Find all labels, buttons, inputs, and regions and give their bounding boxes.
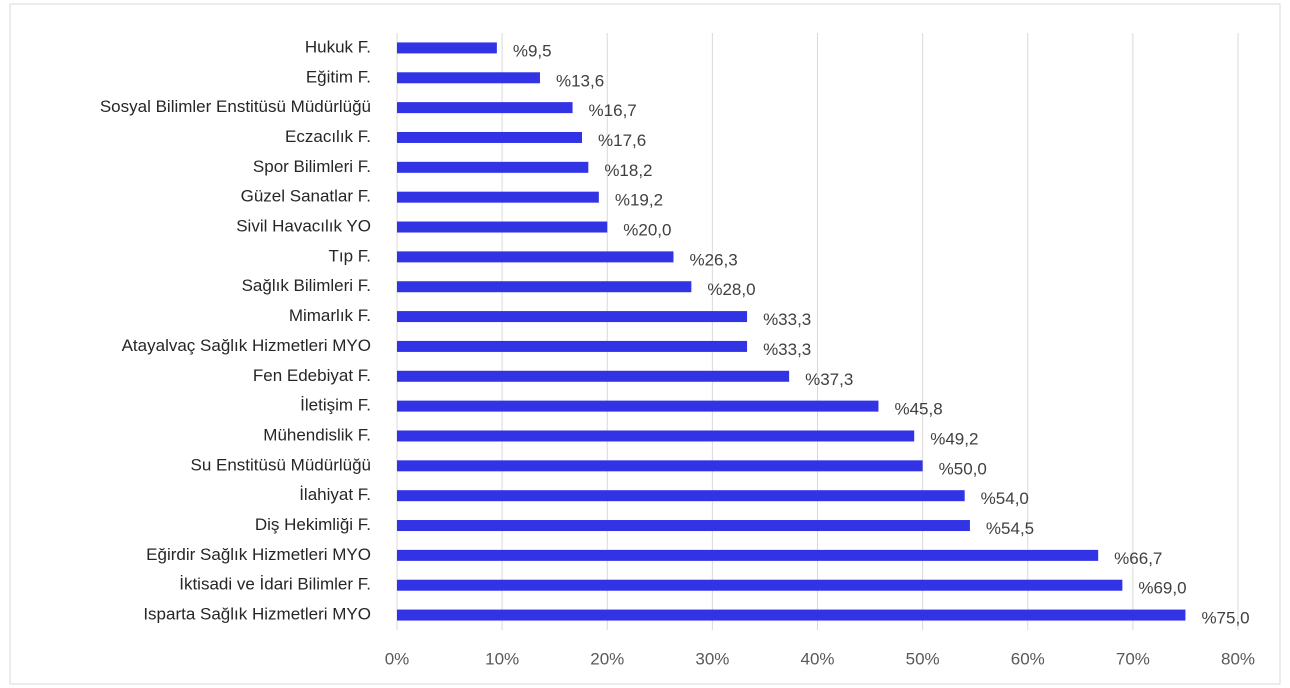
bar — [397, 549, 1099, 561]
data-label: %16,7 — [589, 101, 637, 120]
data-label: %54,0 — [981, 489, 1029, 508]
x-tick-label: 80% — [1221, 649, 1255, 668]
y-tick-label: Sivil Havacılık YO — [236, 217, 371, 236]
y-tick-label: İktisadi ve İdari Bilimler F. — [179, 575, 371, 594]
data-label: %26,3 — [689, 250, 737, 269]
data-label: %28,0 — [707, 280, 755, 299]
y-tick-label: Eğirdir Sağlık Hizmetleri MYO — [146, 545, 371, 564]
x-tick-label: 20% — [590, 649, 624, 668]
x-tick-label: 70% — [1116, 649, 1150, 668]
y-tick-label: İletişim F. — [300, 396, 371, 415]
y-tick-label: Hukuk F. — [305, 37, 371, 56]
data-label: %33,3 — [763, 340, 811, 359]
bar — [397, 460, 923, 472]
data-label: %75,0 — [1201, 609, 1249, 628]
y-tick-label: Mimarlık F. — [289, 306, 371, 325]
y-tick-label: Güzel Sanatlar F. — [241, 187, 371, 206]
bar — [397, 609, 1186, 621]
data-label: %13,6 — [556, 71, 604, 90]
bar — [397, 42, 497, 54]
data-label: %49,2 — [930, 429, 978, 448]
bar — [397, 311, 748, 323]
data-label: %33,3 — [763, 310, 811, 329]
bar — [397, 72, 540, 84]
bar — [397, 490, 965, 502]
bar — [397, 131, 583, 143]
x-tick-label: 10% — [485, 649, 519, 668]
data-label: %19,2 — [615, 191, 663, 210]
y-tick-label: Mühendislik F. — [263, 425, 371, 444]
y-tick-label: Diş Hekimliği F. — [255, 515, 371, 534]
bar — [397, 102, 573, 114]
x-tick-label: 30% — [695, 649, 729, 668]
y-tick-label: Isparta Sağlık Hizmetleri MYO — [143, 605, 371, 624]
y-tick-label: Eğitim F. — [306, 67, 371, 86]
bar — [397, 370, 790, 382]
y-tick-label: İlahiyat F. — [299, 485, 371, 504]
data-label: %54,5 — [986, 519, 1034, 538]
y-tick-label: Eczacılık F. — [285, 127, 371, 146]
bar — [397, 221, 608, 233]
bar — [397, 281, 692, 293]
x-tick-label: 40% — [800, 649, 834, 668]
bar — [397, 340, 748, 352]
bar — [397, 430, 915, 442]
y-tick-label: Tıp F. — [328, 246, 371, 265]
y-tick-label: Sağlık Bilimleri F. — [242, 276, 371, 295]
data-label: %20,0 — [623, 221, 671, 240]
bar — [397, 251, 674, 263]
data-label: %66,7 — [1114, 549, 1162, 568]
y-tick-label: Spor Bilimleri F. — [253, 157, 371, 176]
y-tick-label: Fen Edebiyat F. — [253, 366, 371, 385]
y-tick-label: Atayalvaç Sağlık Hizmetleri MYO — [122, 336, 371, 355]
data-label: %17,6 — [598, 131, 646, 150]
data-label: %45,8 — [894, 400, 942, 419]
x-tick-label: 50% — [906, 649, 940, 668]
data-label: %69,0 — [1138, 579, 1186, 598]
bar — [397, 579, 1123, 591]
bar — [397, 400, 879, 412]
data-label: %18,2 — [604, 161, 652, 180]
x-tick-label: 0% — [385, 649, 410, 668]
y-tick-label: Sosyal Bilimler Enstitüsü Müdürlüğü — [100, 97, 371, 116]
data-label: %9,5 — [513, 41, 552, 60]
bar — [397, 520, 970, 532]
x-tick-label: 60% — [1011, 649, 1045, 668]
bar — [397, 191, 599, 203]
y-tick-label: Su Enstitüsü Müdürlüğü — [191, 455, 372, 474]
data-label: %50,0 — [939, 459, 987, 478]
data-label: %37,3 — [805, 370, 853, 389]
bar — [397, 161, 589, 173]
